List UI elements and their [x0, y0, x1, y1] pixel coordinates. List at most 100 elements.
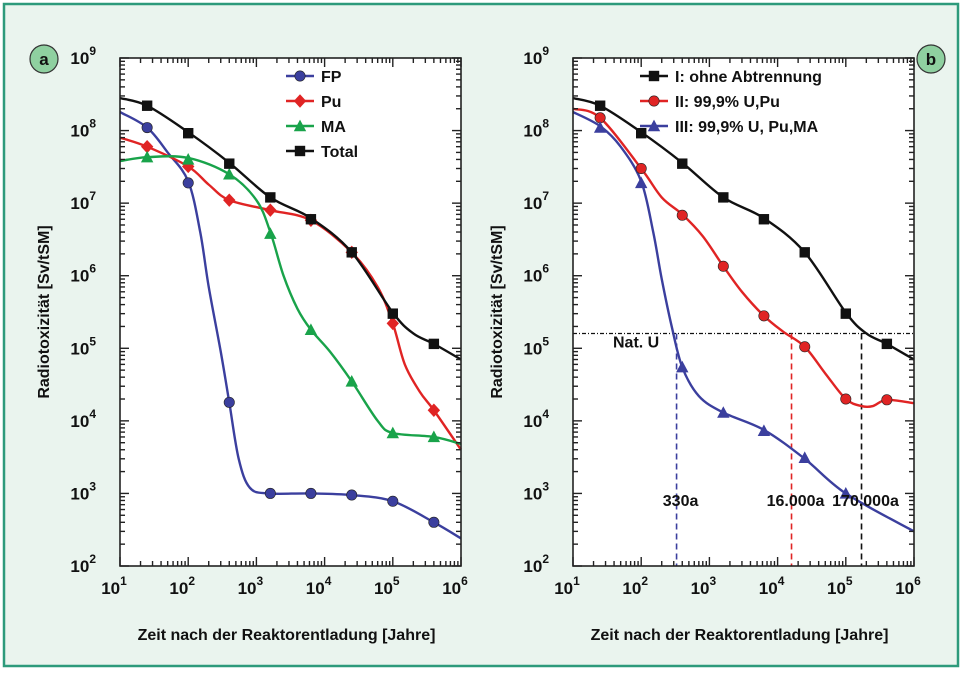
x-tick-base: 10 [895, 579, 914, 598]
y-tick-label: 103 [70, 479, 96, 503]
y-tick-exp: 5 [89, 334, 96, 348]
panel-badge-label: b [926, 50, 936, 69]
y-tick-exp: 8 [542, 117, 549, 131]
y-tick-label: 109 [70, 44, 96, 68]
x-tick-label: 104 [306, 574, 332, 598]
data-point-s0-7 [881, 338, 893, 350]
data-point-s2-2 [676, 360, 689, 373]
series-line-0 [119, 110, 462, 540]
y-tick-exp: 6 [542, 262, 549, 276]
y-tick-base: 10 [70, 267, 89, 286]
data-point-s0-1 [636, 127, 647, 139]
data-point-s1-7 [881, 394, 893, 406]
data-point-s0-4 [305, 487, 317, 499]
x-tick-label: 105 [374, 574, 400, 598]
x-tick-exp: 1 [120, 574, 127, 588]
x-tick-exp: 2 [641, 574, 648, 588]
data-point-s2-3 [264, 227, 277, 239]
nat-u-label: Nat. U [613, 334, 659, 351]
y-tick-exp: 5 [542, 334, 549, 348]
y-tick-base: 10 [70, 484, 89, 503]
panel-badge-label: a [39, 50, 49, 69]
data-point-s0-3 [264, 487, 276, 499]
data-point-s1-0 [140, 139, 154, 154]
data-point-s0-0 [594, 100, 606, 111]
y-tick-base: 10 [523, 412, 542, 431]
data-point-s0-4 [758, 214, 770, 225]
plot-area [120, 58, 461, 566]
legend-label-0: I: ohne Abtrennung [675, 69, 822, 86]
x-tick-label: 101 [101, 574, 127, 598]
legend-marker-1 [293, 94, 307, 108]
data-point-s1-7 [427, 403, 441, 417]
data-point-s3-0 [141, 100, 153, 111]
data-point-s1-1 [635, 163, 647, 175]
data-point-s0-5 [346, 489, 358, 501]
y-tick-label: 104 [70, 407, 96, 431]
data-point-s2-5 [798, 451, 811, 463]
data-point-s3-3 [265, 192, 276, 203]
x-tick-base: 10 [554, 579, 573, 598]
y-tick-label: 102 [523, 552, 549, 576]
legend-marker-0 [648, 70, 660, 82]
data-point-s0-1 [182, 177, 194, 189]
legend-label-1: Pu [321, 94, 341, 111]
x-tick-base: 10 [827, 579, 846, 598]
data-point-s2-1 [182, 153, 195, 165]
x-tick-label: 102 [169, 574, 195, 598]
axes-frame [572, 57, 915, 567]
data-point-s2-4 [757, 424, 771, 436]
data-point-s2-7 [427, 430, 441, 443]
data-point-s0-2 [223, 396, 235, 408]
y-tick-label: 106 [523, 262, 549, 286]
y-tick-base: 10 [523, 194, 542, 213]
legend-label-3: Total [321, 144, 358, 161]
plot-area [573, 58, 914, 566]
data-point-s0-6 [387, 495, 399, 507]
y-tick-base: 10 [523, 557, 542, 576]
y-tick-label: 106 [70, 262, 96, 286]
x-tick-exp: 2 [188, 574, 195, 588]
y-tick-label: 105 [70, 334, 96, 358]
x-tick-base: 10 [374, 579, 393, 598]
y-tick-base: 10 [70, 194, 89, 213]
legend-label-2: III: 99,9% U, Pu,MA [675, 119, 819, 136]
y-axis-label: Radiotoxizität [Sv/tSM] [489, 225, 506, 398]
y-tick-label: 109 [523, 44, 549, 68]
panel-badge [916, 44, 946, 74]
data-point-s1-2 [223, 193, 236, 207]
x-tick-label: 103 [691, 574, 717, 598]
x-axis-label: Zeit nach der Reaktorentladung [Jahre] [591, 627, 889, 644]
data-point-s0-6 [840, 308, 851, 319]
legend-marker-1 [648, 95, 660, 107]
annotation-label-2: 170.000a [832, 493, 899, 510]
y-tick-base: 10 [70, 412, 89, 431]
x-tick-base: 10 [622, 579, 641, 598]
y-tick-exp: 7 [542, 189, 549, 203]
data-point-s0-5 [799, 247, 810, 258]
data-point-s0-2 [677, 158, 688, 169]
data-point-s2-1 [635, 176, 648, 189]
x-tick-exp: 4 [778, 574, 785, 588]
x-tick-base: 10 [691, 579, 710, 598]
y-tick-base: 10 [523, 339, 542, 358]
x-tick-base: 10 [169, 579, 188, 598]
y-tick-exp: 4 [542, 407, 549, 421]
y-tick-label: 105 [523, 334, 549, 358]
y-tick-label: 104 [523, 407, 549, 431]
y-tick-exp: 2 [89, 552, 96, 566]
data-point-s1-6 [386, 316, 399, 331]
legend-marker-2 [293, 119, 307, 132]
y-tick-exp: 9 [89, 44, 96, 58]
data-point-s3-4 [305, 214, 317, 225]
data-point-s1-6 [840, 393, 852, 405]
axes-frame [119, 57, 462, 567]
data-point-s3-1 [183, 127, 194, 139]
data-point-s3-2 [224, 158, 235, 169]
y-tick-label: 107 [523, 189, 549, 213]
y-tick-label: 108 [70, 117, 96, 141]
x-tick-exp: 3 [257, 574, 264, 588]
legend-marker-0 [294, 70, 306, 82]
y-tick-exp: 9 [542, 44, 549, 58]
legend-label-0: FP [321, 69, 342, 86]
